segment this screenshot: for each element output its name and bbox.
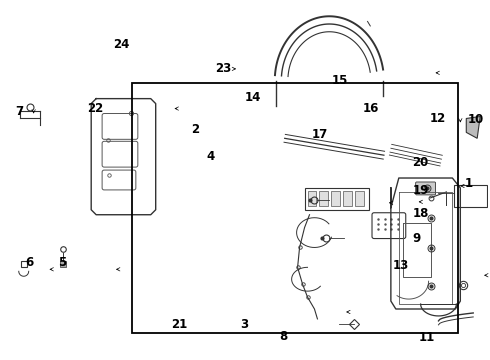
Bar [319,191,328,206]
FancyBboxPatch shape [416,182,436,195]
Text: 24: 24 [113,38,129,51]
Bar [343,191,352,206]
Text: 7: 7 [16,105,24,118]
Text: 14: 14 [245,91,261,104]
Text: 3: 3 [240,318,248,331]
Text: 1: 1 [465,177,473,190]
Text: 21: 21 [171,318,187,331]
Bar [305,188,369,210]
Text: 19: 19 [412,184,429,197]
Bar [454,185,487,207]
Bar [331,191,340,206]
Text: 18: 18 [412,207,429,220]
Text: 15: 15 [332,74,348,87]
Bar [308,191,317,206]
Text: 23: 23 [215,62,231,75]
Text: 22: 22 [87,102,103,115]
Text: 9: 9 [412,233,420,246]
Text: 5: 5 [58,256,66,269]
Text: 13: 13 [393,259,409,272]
Text: 2: 2 [192,123,199,136]
Text: 11: 11 [419,332,435,345]
Text: 4: 4 [206,150,214,163]
Text: 20: 20 [412,156,429,169]
Bar [132,83,458,333]
Text: 12: 12 [430,112,446,125]
Polygon shape [466,117,480,138]
Text: 10: 10 [467,113,484,126]
Text: 17: 17 [312,129,328,141]
Text: 16: 16 [363,102,379,115]
Text: 6: 6 [25,256,33,269]
Bar [355,191,364,206]
Text: 8: 8 [279,330,287,343]
